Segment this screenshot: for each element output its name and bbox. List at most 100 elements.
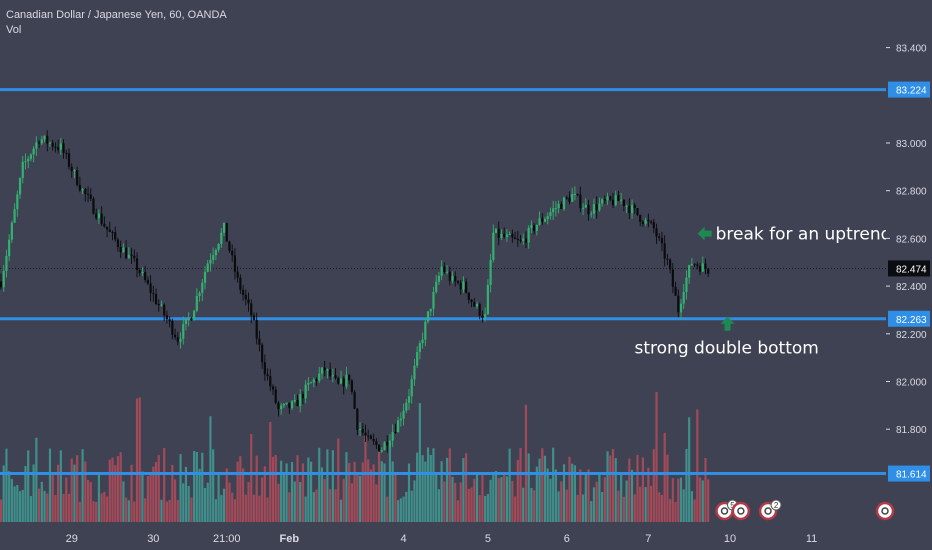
volume-bar (220, 495, 223, 522)
annotation-text[interactable]: strong double bottom (635, 339, 819, 359)
volume-bar (217, 474, 220, 522)
time-axis[interactable] (0, 522, 886, 550)
candle-body (301, 393, 305, 399)
volume-bar (288, 492, 291, 522)
candle-body (59, 143, 62, 150)
candle-body (299, 393, 302, 407)
candle-body (261, 344, 264, 363)
volume-bar (535, 466, 538, 522)
candle-body (620, 199, 623, 201)
candle-body (119, 246, 122, 253)
candle-body (43, 135, 46, 140)
candle-body (315, 379, 318, 381)
candle-body (78, 185, 81, 191)
candle-body (244, 294, 247, 300)
candle-body (127, 254, 130, 259)
time-tick-label: 10 (724, 533, 736, 545)
volume-bar (67, 493, 71, 522)
price-level-label: 83.224 (896, 86, 927, 97)
candle-body (331, 375, 334, 377)
annotation-text[interactable]: break for an uptrend (716, 225, 892, 245)
volume-bar (522, 487, 525, 522)
volume-bar (440, 461, 443, 522)
candle-body (505, 234, 509, 238)
volume-bar (81, 449, 84, 522)
candle-body (152, 293, 155, 295)
volume-bar (168, 499, 171, 522)
event-marker-icon[interactable] (731, 501, 751, 521)
candle-body (456, 281, 460, 283)
candle-body (176, 337, 179, 342)
candle-body (206, 263, 209, 272)
volume-bar (639, 486, 642, 522)
volume-bar (432, 448, 435, 522)
volume-bar (70, 458, 73, 522)
candle-body (323, 367, 326, 371)
candle-body (402, 410, 405, 419)
candle-body (682, 291, 685, 304)
candle-body (546, 216, 549, 220)
volume-bar (690, 491, 693, 522)
candle-body (426, 311, 430, 322)
volume-bar (198, 468, 201, 522)
volume-bar (337, 438, 340, 522)
volume-bar (353, 461, 356, 522)
candle-body (269, 376, 272, 387)
candle-body (524, 238, 528, 243)
volume-bar (549, 478, 552, 522)
volume-bar (78, 501, 81, 522)
volume-bar (508, 448, 511, 522)
event-marker-icon[interactable] (875, 501, 895, 521)
chart-title: Canadian Dollar / Japanese Yen, 60, OAND… (6, 9, 227, 21)
candle-body (603, 199, 606, 201)
candle-body (669, 259, 672, 270)
volume-bar (369, 469, 373, 522)
volume-bar (489, 479, 492, 522)
volume-bar (203, 487, 207, 522)
candle-body (560, 203, 563, 209)
candle-body (62, 143, 65, 153)
candle-body (554, 208, 557, 210)
price-level-badge (888, 465, 930, 482)
candle-body (649, 221, 653, 223)
candle-body (418, 343, 421, 353)
volume-bar (21, 489, 24, 522)
volume-bar (277, 483, 280, 522)
volume-bar (285, 463, 288, 522)
volume-bar (693, 499, 696, 522)
candle-body (677, 295, 680, 313)
candle-body (552, 208, 555, 213)
candle-body (576, 193, 579, 195)
volume-bar (130, 464, 133, 522)
candle-body (217, 243, 220, 251)
candle-body (478, 304, 481, 316)
volume-bar (571, 463, 574, 522)
volume-bar (269, 422, 272, 522)
volume-bar (658, 492, 661, 522)
volume-bar (573, 465, 577, 522)
candle-body (369, 435, 373, 439)
candle-body (658, 236, 661, 239)
time-tick-label: 30 (147, 533, 159, 545)
event-count-badge (770, 499, 782, 511)
candle-body (125, 247, 128, 259)
candle-body (644, 219, 647, 224)
candle-body (429, 308, 432, 312)
last-price-label: 82.474 (896, 264, 927, 275)
volume-bar (108, 459, 111, 522)
volume-bar (688, 417, 691, 522)
candle-body (37, 142, 41, 144)
volume-bar (225, 468, 228, 522)
candle-body (320, 367, 324, 374)
volume-bar (617, 490, 620, 522)
candle-body (144, 271, 147, 280)
candle-body (103, 223, 106, 227)
candle-body (190, 318, 193, 321)
candle-body (293, 400, 296, 402)
candle-body (214, 250, 217, 256)
volume-bar (636, 454, 639, 522)
volume-bar (329, 489, 332, 522)
volume-bar (184, 466, 188, 522)
